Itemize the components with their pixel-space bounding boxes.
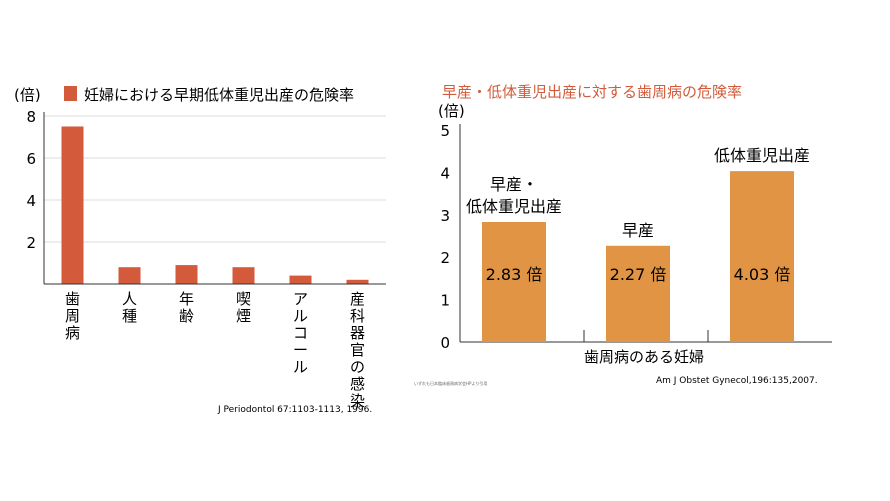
chart2-title: 早産・低体重児出産に対する歯周病の危険率 (442, 83, 742, 101)
chart1-category-label: 歯周病 (65, 290, 80, 342)
chart2-note: いずれも日本臨床歯周病学会HPより引用 (414, 380, 487, 386)
chart2-category-label: 早産 (622, 221, 654, 240)
chart1-bar (118, 267, 141, 284)
chart2-y-tick-label: 0 (440, 334, 450, 352)
chart1-category-label: 喫煙 (236, 290, 251, 325)
chart1-bar (61, 126, 84, 284)
chart2-x-axis-label: 歯周病のある妊婦 (584, 348, 704, 366)
chart1-legend-label: 妊婦における早期低体重児出産の危険率 (84, 86, 354, 104)
chart1-bar (175, 265, 198, 284)
chart1-y-tick-label: 2 (26, 234, 36, 252)
chart2-bar (482, 222, 546, 342)
chart1-y-tick-label: 6 (26, 150, 36, 168)
chart2-data-label: 4.03 倍 (734, 265, 791, 284)
chart1-y-tick-label: 4 (26, 192, 36, 210)
chart2-y-tick-label: 1 (440, 292, 450, 310)
chart1-category-label: 産科器官の感染 (350, 290, 365, 410)
chart2-data-label: 2.83 倍 (486, 265, 543, 284)
chart1-source: J Periodontol 67:1103-1113, 1996. (217, 405, 372, 415)
chart2-y-tick-label: 4 (440, 164, 450, 182)
chart1-category-label: アルコール (293, 290, 308, 376)
chart2-data-labels: 2.83 倍 2.27 倍 4.03 倍 (486, 265, 791, 284)
chart1-category-label: 人種 (122, 290, 137, 325)
chart1-category-label: 年齢 (179, 290, 194, 325)
chart2-data-label: 2.27 倍 (610, 265, 667, 284)
chart2-bar (606, 245, 670, 342)
chart2-y-ticks: 0 1 2 3 4 5 (440, 122, 450, 352)
chart1-bar (232, 267, 255, 284)
chart1-bars (61, 126, 369, 284)
chart1-bar (346, 279, 369, 284)
chart1-grid (44, 115, 386, 243)
chart2-y-tick-label: 5 (440, 122, 450, 140)
chart2-source: Am J Obstet Gynecol,196:135,2007. (656, 376, 818, 386)
chart1-y-tick-label: 8 (26, 108, 36, 126)
chart1-bar (289, 275, 312, 284)
chart2-y-tick-label: 2 (440, 249, 450, 267)
chart2-unit-label: (倍) (438, 102, 465, 120)
chart2-category-label: 低体重児出産 (714, 146, 810, 165)
chart-1: (倍) 妊婦における早期低体重児出産の危険率 2 4 6 8 歯周病 人種 年齢 喫煙 アルコ… (14, 86, 386, 415)
chart2-bars (482, 171, 794, 342)
chart1-unit-label: (倍) (14, 86, 41, 104)
chart1-category-labels: 歯周病 人種 年齢 喫煙 アルコール 産科器官の感染 (65, 290, 365, 410)
chart1-legend-swatch (64, 86, 77, 101)
chart2-bar (730, 171, 794, 342)
chart1-y-ticks: 2 4 6 8 (26, 108, 36, 252)
chart2-category-label: 早産・低体重児出産 (466, 175, 562, 216)
chart2-y-tick-label: 3 (440, 207, 450, 225)
